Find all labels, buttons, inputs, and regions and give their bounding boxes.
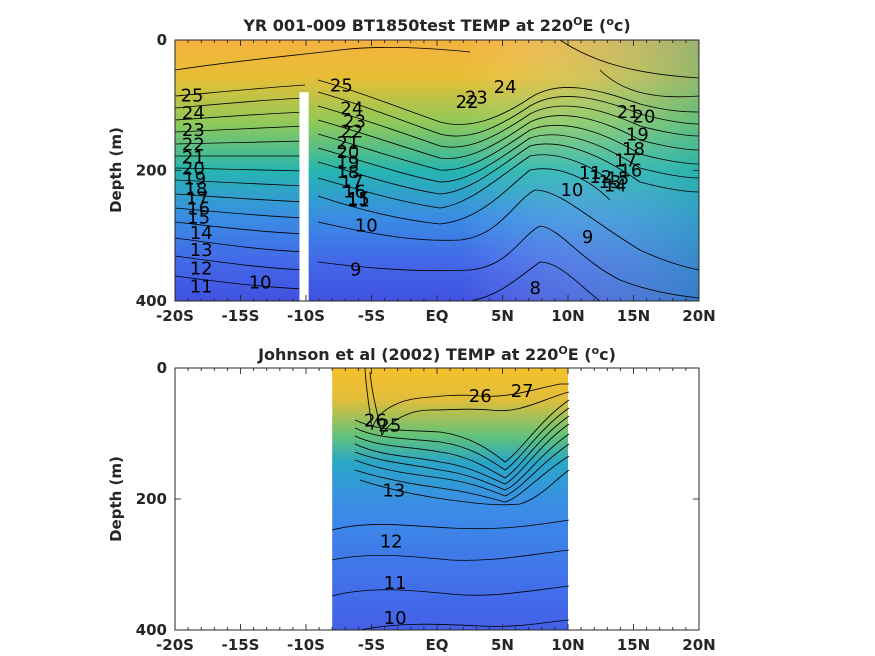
contour-label: 14 — [190, 223, 213, 244]
contour-lines-bottom — [331, 368, 570, 630]
contour-label: 12 — [589, 167, 612, 188]
y-ticks-top: 0 200 400 — [136, 31, 699, 310]
y-tick-label: 200 — [136, 162, 167, 180]
x-ticks-bottom: -20S -15S -10S -5S EQ 5N 10N 15N 20N — [156, 368, 716, 654]
contour-label: 26 — [364, 410, 387, 431]
y-tick-label: 400 — [136, 292, 167, 310]
contour-label: 22 — [456, 92, 479, 113]
contour-lines-top — [175, 40, 699, 301]
contour-label: 19 — [626, 125, 649, 146]
x-tick-label: -10S — [287, 307, 325, 325]
contour-label: 10 — [355, 215, 378, 236]
contour-label: 8 — [530, 278, 541, 299]
contour-label: 15 — [187, 207, 210, 228]
panel-bottom: Johnson et al (2002) TEMP at 220OE (oc) — [107, 344, 716, 654]
chart-title-bottom: Johnson et al (2002) TEMP at 220OE (oc) — [257, 344, 616, 364]
temperature-field-bottom — [332, 368, 568, 630]
y-tick-label: 200 — [136, 490, 167, 508]
missing-data-gap-top — [299, 92, 309, 301]
contour-label: 22 — [182, 134, 205, 155]
contour-label: 11 — [190, 277, 213, 298]
contour-label: 11 — [347, 191, 370, 212]
contour-label: 21 — [617, 102, 640, 123]
x-tick-label: -10S — [287, 636, 325, 654]
contour-label: 27 — [511, 381, 534, 402]
contour-label: 23 — [343, 112, 366, 133]
x-tick-label: -15S — [222, 307, 260, 325]
contour-label: 13 — [382, 480, 405, 501]
x-tick-label: -20S — [156, 636, 194, 654]
contour-label: 17 — [186, 189, 209, 210]
contour-label: 24 — [340, 99, 363, 120]
y-tick-label: 400 — [136, 621, 167, 639]
x-tick-label: 20N — [682, 636, 715, 654]
contour-label: 24 — [182, 103, 205, 124]
contour-label: 18 — [185, 179, 208, 200]
y-axis-label-top: Depth (m) — [107, 127, 125, 213]
contour-label: 23 — [465, 87, 488, 108]
contour-label: 18 — [622, 139, 645, 160]
x-tick-label: 10N — [551, 636, 584, 654]
x-tick-label: 10N — [551, 307, 584, 325]
contour-label: 18 — [336, 162, 359, 183]
contour-label: 10 — [249, 273, 272, 294]
y-tick-label: 0 — [157, 31, 167, 49]
contour-label: 20 — [336, 142, 359, 163]
temperature-field-shading-top — [175, 40, 699, 301]
contour-label: 9 — [350, 260, 361, 281]
contour-label: 21 — [182, 147, 205, 168]
contour-label: 10 — [384, 608, 407, 629]
x-tick-label: 5N — [491, 307, 514, 325]
contour-label: 14 — [604, 176, 627, 197]
y-ticks-bottom: 0 200 400 — [136, 359, 699, 639]
x-ticks-top: -20S -15S -10S -5S EQ 5N 10N 15N 20N — [156, 40, 716, 325]
x-tick-label: 5N — [491, 636, 514, 654]
contour-label: 13 — [190, 240, 213, 261]
contour-label: 19 — [336, 153, 359, 174]
contour-label: 12 — [380, 532, 403, 553]
contour-label: 25 — [330, 76, 353, 97]
contour-label: 20 — [182, 159, 205, 180]
contour-label: 21 — [336, 133, 359, 154]
contour-label: 11 — [384, 573, 407, 594]
contour-label: 25 — [181, 85, 204, 106]
x-tick-label: EQ — [426, 636, 449, 654]
x-tick-label: -5S — [358, 636, 385, 654]
contour-label: 13 — [598, 172, 621, 193]
contour-label: 20 — [633, 106, 656, 127]
contour-label: 19 — [183, 168, 206, 189]
chart-title-top: YR 001-009 BT1850test TEMP at 220OE (oc) — [242, 15, 630, 35]
panel-top: YR 001-009 BT1850test TEMP at 220OE (oc) — [107, 15, 716, 325]
contour-label: 12 — [190, 258, 213, 279]
x-tick-label: -20S — [156, 307, 194, 325]
contour-label: 17 — [614, 151, 637, 172]
x-tick-label: -5S — [358, 307, 385, 325]
contour-label: 15 — [347, 189, 370, 210]
contour-label: 10 — [560, 180, 583, 201]
contour-label: 25 — [378, 416, 401, 437]
contour-label: 22 — [340, 121, 363, 142]
contour-label: 15 — [606, 168, 629, 189]
contour-label: 16 — [187, 198, 210, 219]
contour-label: 26 — [469, 386, 492, 407]
y-axis-label-bottom: Depth (m) — [107, 456, 125, 542]
contour-label: 23 — [182, 120, 205, 141]
contour-label: 16 — [619, 161, 642, 182]
x-tick-label: 15N — [617, 307, 650, 325]
x-tick-label: -15S — [222, 636, 260, 654]
x-tick-label: 20N — [682, 307, 715, 325]
contour-label: 17 — [340, 172, 363, 193]
contour-label: 11 — [579, 163, 602, 184]
x-tick-label: 15N — [617, 636, 650, 654]
contour-label: 16 — [343, 181, 366, 202]
contour-label: 9 — [582, 227, 593, 248]
y-tick-label: 0 — [157, 359, 167, 377]
x-tick-label: EQ — [426, 307, 449, 325]
contour-label: 24 — [494, 77, 517, 98]
